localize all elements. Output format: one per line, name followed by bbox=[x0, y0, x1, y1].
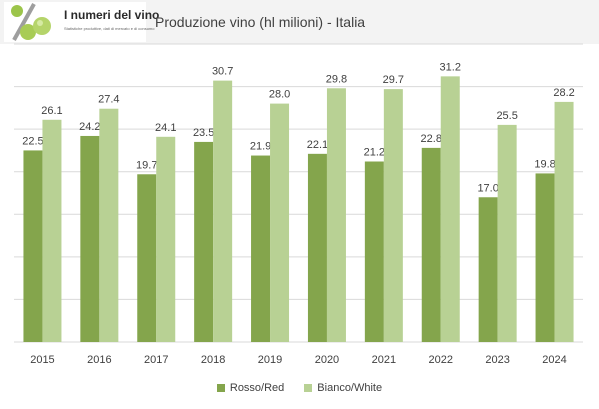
data-label-bianco-2015: 26.1 bbox=[41, 105, 62, 117]
bar-bianco-2022 bbox=[440, 76, 460, 343]
data-label-bianco-2020: 29.8 bbox=[326, 73, 347, 85]
bar-bianco-2017 bbox=[156, 136, 176, 342]
data-label-bianco-2019: 28.0 bbox=[269, 89, 290, 101]
data-label-rosso-2015: 22.5 bbox=[22, 135, 43, 147]
bar-bianco-2019 bbox=[270, 103, 290, 342]
logo: I numeri del vino Statistiche produttive… bbox=[4, 2, 159, 42]
data-label-rosso-2018: 23.5 bbox=[193, 127, 214, 139]
bar-bianco-2024 bbox=[554, 101, 574, 342]
data-label-rosso-2021: 21.2 bbox=[364, 146, 385, 158]
legend-item-rosso: Rosso/Red bbox=[216, 382, 285, 394]
x-tick-label-2022: 2022 bbox=[429, 354, 453, 366]
bar-rosso-2018 bbox=[194, 141, 214, 342]
bar-rosso-2022 bbox=[421, 147, 441, 342]
x-tick-label-2023: 2023 bbox=[485, 354, 509, 366]
x-tick-label-2019: 2019 bbox=[258, 354, 282, 366]
bar-bianco-2020 bbox=[326, 88, 346, 342]
chart-title: Produzione vino (hl milioni) - Italia bbox=[155, 14, 366, 30]
bar-rosso-2017 bbox=[137, 174, 157, 342]
bar-bianco-2015 bbox=[42, 119, 62, 342]
bar-rosso-2016 bbox=[80, 135, 100, 342]
data-label-rosso-2023: 17.0 bbox=[477, 182, 498, 194]
bar-bianco-2021 bbox=[383, 89, 403, 342]
legend-label-bianco: Bianco/White bbox=[317, 382, 383, 394]
logo-subtitle: Statistiche produttive, dati di mercato … bbox=[64, 26, 155, 31]
chart-legend: Rosso/Red Bianco/White bbox=[0, 380, 599, 396]
bar-rosso-2019 bbox=[251, 155, 271, 342]
x-tick-label-2021: 2021 bbox=[372, 354, 396, 366]
bar-rosso-2021 bbox=[364, 161, 384, 342]
data-label-bianco-2024: 28.2 bbox=[553, 87, 574, 99]
bar-bianco-2018 bbox=[213, 80, 233, 343]
x-tick-label-2017: 2017 bbox=[144, 354, 168, 366]
data-label-bianco-2023: 25.5 bbox=[496, 110, 517, 122]
data-label-rosso-2022: 22.8 bbox=[421, 133, 442, 145]
bar-rosso-2024 bbox=[535, 173, 555, 342]
data-label-bianco-2018: 30.7 bbox=[212, 66, 233, 78]
data-label-rosso-2020: 22.1 bbox=[307, 139, 328, 151]
data-label-rosso-2019: 21.9 bbox=[250, 141, 271, 153]
bar-bianco-2023 bbox=[497, 124, 517, 342]
legend-label-rosso: Rosso/Red bbox=[229, 382, 285, 394]
x-tick-label-2016: 2016 bbox=[87, 354, 111, 366]
data-label-rosso-2017: 19.7 bbox=[136, 159, 157, 171]
legend-swatch-bianco bbox=[304, 384, 313, 392]
wine-grape-logo-icon bbox=[11, 3, 51, 41]
logo-title: I numeri del vino bbox=[64, 8, 160, 22]
bar-rosso-2020 bbox=[307, 153, 327, 342]
x-tick-label-2018: 2018 bbox=[201, 354, 225, 366]
bar-bianco-2016 bbox=[99, 108, 119, 342]
legend-swatch-rosso bbox=[216, 384, 225, 392]
data-label-bianco-2017: 24.1 bbox=[155, 122, 176, 134]
bar-rosso-2015 bbox=[23, 150, 43, 342]
header-band: I numeri del vino Statistiche produttive… bbox=[0, 0, 599, 44]
x-tick-label-2015: 2015 bbox=[30, 354, 54, 366]
data-label-rosso-2024: 19.8 bbox=[534, 158, 555, 170]
data-label-rosso-2016: 24.2 bbox=[79, 121, 100, 133]
x-tick-label-2020: 2020 bbox=[315, 354, 339, 366]
legend-item-bianco: Bianco/White bbox=[304, 382, 382, 394]
data-label-bianco-2022: 31.2 bbox=[440, 61, 461, 73]
x-tick-label-2024: 2024 bbox=[542, 354, 566, 366]
bar-rosso-2023 bbox=[478, 197, 498, 342]
data-label-bianco-2021: 29.7 bbox=[383, 74, 404, 86]
data-label-bianco-2016: 27.4 bbox=[98, 94, 119, 106]
